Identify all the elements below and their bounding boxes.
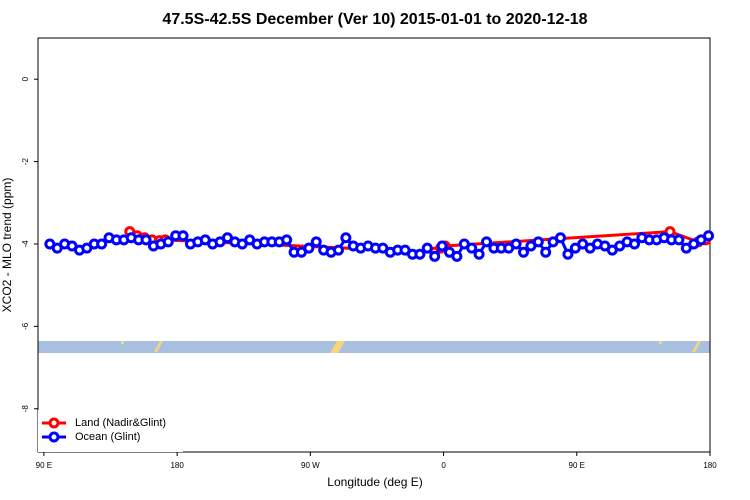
chart-title: 47.5S-42.5S December (Ver 10) 2015-01-01…	[162, 11, 587, 28]
y-tick-label: 0	[21, 76, 30, 81]
point	[555, 232, 567, 244]
legend-marker	[48, 417, 60, 429]
land-mask-marks	[121, 341, 701, 353]
land-mask-band	[38, 341, 710, 353]
x-tick-label: 180	[703, 461, 717, 470]
y-axis-label: XCO2 - MLO trend (ppm)	[0, 178, 14, 313]
point	[436, 240, 448, 252]
y-tick-label: -2	[21, 157, 30, 165]
plot-frame	[37, 37, 711, 453]
point	[629, 238, 641, 250]
x-axis-label: Longitude (deg E)	[327, 475, 422, 489]
x-tick-label: 0	[441, 461, 446, 470]
legend-label: Land (Nadir&Glint)	[75, 417, 166, 429]
point	[340, 232, 352, 244]
y-tick-label: -4	[21, 240, 30, 248]
point	[429, 250, 441, 262]
point	[303, 242, 315, 254]
y-tick-label: -8	[21, 405, 30, 413]
point	[480, 236, 492, 248]
y-tick-label: -6	[21, 322, 30, 330]
legend: Land (Nadir&Glint) Ocean (Glint)	[38, 410, 183, 452]
legend-marker	[48, 431, 60, 443]
legend-box	[38, 410, 183, 452]
point	[532, 236, 544, 248]
x-tick-label: 90 E	[569, 461, 585, 470]
point	[562, 248, 574, 260]
point	[673, 234, 685, 246]
x-tick-label: 180	[170, 461, 184, 470]
point	[703, 230, 715, 242]
legend-label: Ocean (Glint)	[75, 431, 140, 443]
x-tick-label: 90 W	[301, 461, 320, 470]
point	[451, 250, 463, 262]
point	[517, 246, 529, 258]
point	[332, 244, 344, 256]
point	[510, 238, 522, 250]
point	[281, 234, 293, 246]
point	[310, 236, 322, 248]
point	[140, 234, 152, 246]
point	[466, 242, 478, 254]
point	[162, 236, 174, 248]
point	[96, 238, 108, 250]
point	[177, 230, 189, 242]
point	[414, 248, 426, 260]
point	[540, 246, 552, 258]
point	[473, 248, 485, 260]
point	[421, 242, 433, 254]
x-tick-label: 90 E	[36, 461, 52, 470]
